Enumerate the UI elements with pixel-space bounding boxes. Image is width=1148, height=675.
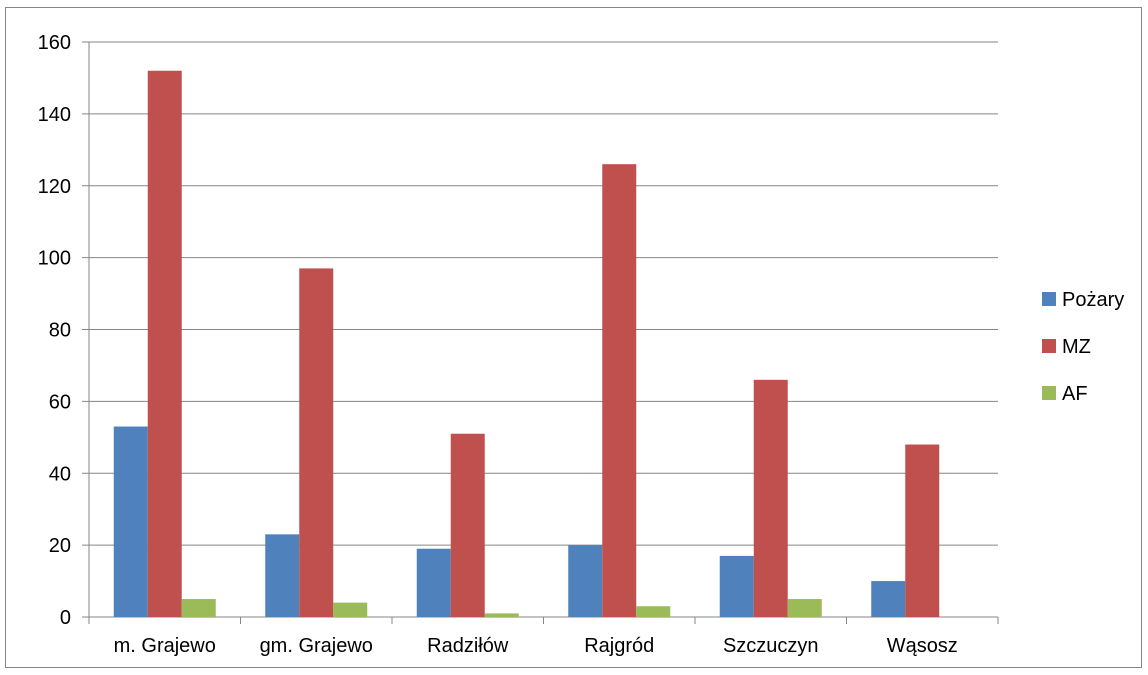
- gridlines: [89, 41, 998, 546]
- bar-af-1: [333, 602, 368, 617]
- x-tick-label: gm. Grajewo: [260, 635, 373, 657]
- x-tick-label: m. Grajewo: [114, 635, 216, 657]
- y-tick-label: 0: [60, 607, 71, 629]
- y-tick-label: 60: [49, 391, 71, 413]
- legend-swatch-pożary: [1042, 292, 1056, 306]
- bar-mz-1: [299, 268, 334, 617]
- bar-pożary-5: [871, 581, 906, 617]
- x-tick-label: Rajgród: [584, 635, 654, 657]
- bar-af-4: [787, 599, 822, 617]
- y-tick-label: 20: [49, 535, 71, 557]
- bars: [113, 70, 940, 617]
- bar-mz-3: [602, 164, 637, 617]
- bar-pożary-3: [568, 545, 603, 617]
- y-tick-label: 100: [38, 248, 71, 270]
- bar-mz-2: [450, 433, 485, 617]
- bar-mz-0: [147, 70, 182, 617]
- bar-af-3: [636, 606, 671, 617]
- x-axis: m. Grajewo gm. Grajewo Radziłów Rajgród Szcz…: [88, 616, 999, 657]
- bar-pożary-2: [416, 548, 451, 617]
- legend-label: AF: [1062, 383, 1088, 405]
- bar-af-2: [484, 613, 519, 617]
- y-tick-label: 80: [49, 320, 71, 342]
- y-tick-label: 120: [38, 176, 71, 198]
- x-tick-label: Radziłów: [427, 635, 509, 657]
- legend-swatch-mz: [1042, 339, 1056, 353]
- legend-label: Pożary: [1062, 289, 1124, 311]
- y-tick-label: 40: [49, 463, 71, 485]
- y-tick-label: 160: [38, 32, 71, 54]
- x-tick-label: Szczuczyn: [723, 635, 819, 657]
- x-tick-label: Wąsosz: [887, 635, 958, 657]
- bar-pożary-4: [719, 555, 754, 617]
- y-axis: 0 20 40 60 80 100 120 140 160: [38, 32, 90, 629]
- legend-swatch-af: [1042, 386, 1056, 400]
- legend-label: MZ: [1062, 336, 1091, 358]
- bar-mz-4: [753, 379, 788, 617]
- y-tick-label: 140: [38, 104, 71, 126]
- legend: Pożary MZ AF: [1042, 289, 1124, 405]
- bar-pożary-0: [113, 426, 148, 617]
- bar-pożary-1: [265, 534, 300, 617]
- bar-mz-5: [905, 444, 940, 617]
- bar-af-0: [181, 599, 216, 617]
